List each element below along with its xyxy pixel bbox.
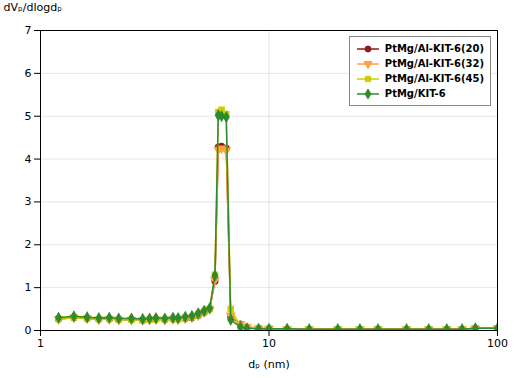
html-text:PtMg/KIT-6: PtMg/KIT-6 bbox=[384, 88, 446, 99]
svg-text:3: 3 bbox=[25, 195, 32, 208]
svg-text:5: 5 bbox=[25, 110, 32, 123]
svg-text:10: 10 bbox=[262, 337, 276, 350]
html-text:PtMg/Al-KIT-6(20): PtMg/Al-KIT-6(20) bbox=[384, 43, 484, 54]
svg-text:0: 0 bbox=[25, 324, 32, 337]
html-text:PtMg/Al-KIT-6(45): PtMg/Al-KIT-6(45) bbox=[384, 73, 484, 84]
svg-text:dVₚ/dlogdₚ: dVₚ/dlogdₚ bbox=[4, 1, 63, 14]
svg-text:100: 100 bbox=[487, 337, 508, 350]
svg-text:6: 6 bbox=[25, 67, 32, 80]
svg-text:2: 2 bbox=[25, 238, 32, 251]
svg-text:7: 7 bbox=[25, 24, 32, 37]
svg-text:4: 4 bbox=[25, 153, 32, 166]
svg-text:dₚ (nm): dₚ (nm) bbox=[248, 358, 289, 371]
html-text:PtMg/Al-KIT-6(32): PtMg/Al-KIT-6(32) bbox=[384, 58, 484, 69]
svg-text:1: 1 bbox=[37, 337, 44, 350]
svg-text:1: 1 bbox=[25, 281, 32, 294]
